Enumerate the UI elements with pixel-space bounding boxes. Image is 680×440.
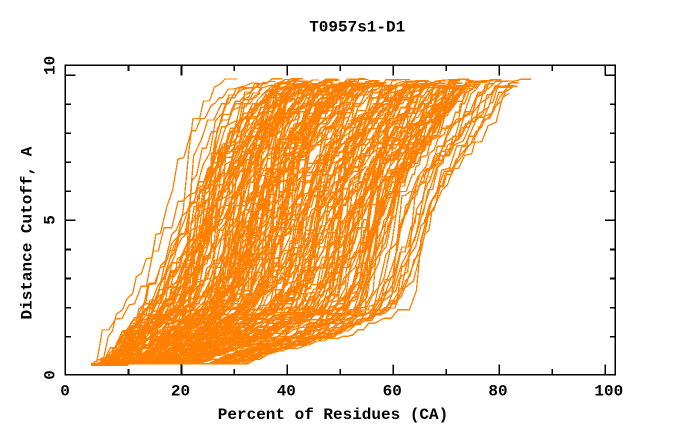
svg-text:0: 0 [60, 382, 70, 400]
svg-text:T0957s1-D1: T0957s1-D1 [309, 19, 405, 37]
svg-text:0: 0 [41, 370, 59, 380]
svg-text:40: 40 [277, 382, 296, 400]
svg-text:Percent of Residues (CA): Percent of Residues (CA) [218, 406, 448, 424]
svg-text:80: 80 [488, 382, 507, 400]
svg-text:5: 5 [41, 215, 59, 225]
svg-text:Distance Cutoff, A: Distance Cutoff, A [19, 146, 37, 319]
svg-text:100: 100 [594, 382, 623, 400]
svg-text:10: 10 [41, 56, 59, 75]
svg-text:20: 20 [171, 382, 190, 400]
svg-text:60: 60 [383, 382, 402, 400]
